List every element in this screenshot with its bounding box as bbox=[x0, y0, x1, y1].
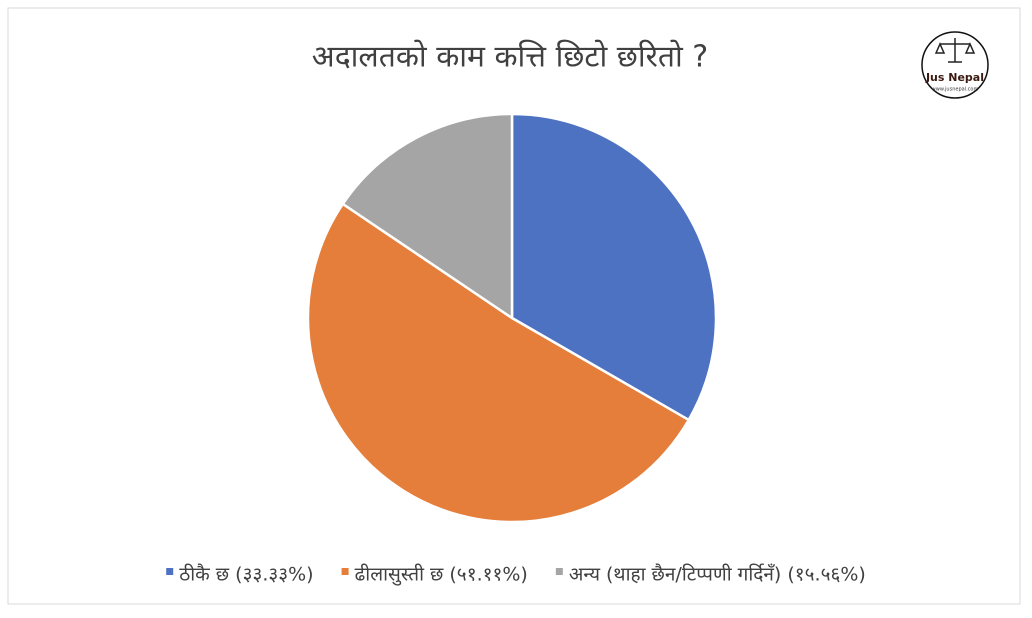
legend: ठीकै छ (३३.३३%) ढीलासुस्ती छ (५१.११%) अन्य… bbox=[166, 563, 866, 587]
pie-slice bbox=[341, 112, 514, 321]
legend-marker bbox=[341, 568, 349, 575]
legend-label: ठीकै छ (३३.३३%) bbox=[179, 563, 313, 586]
legend-label: ढीलासुस्ती छ (५१.११%) bbox=[355, 563, 528, 587]
pie-slice bbox=[306, 202, 691, 524]
legend-label: अन्य (थाहा छैन/टिप्पणी गर्दिनँ) (१५.५६%) bbox=[569, 563, 866, 586]
logo: Jus Nepal www.jusnepal.com bbox=[921, 31, 989, 99]
logo-url: www.jusnepal.com bbox=[932, 87, 979, 93]
pie-slice bbox=[510, 112, 718, 422]
chart-title: अदालतको काम कत्ति छिटो छरितो ? bbox=[312, 40, 708, 75]
logo-scale-icon bbox=[934, 38, 976, 63]
logo-name: Jus Nepal bbox=[925, 71, 984, 84]
legend-marker bbox=[555, 568, 563, 575]
legend-marker bbox=[166, 568, 174, 575]
